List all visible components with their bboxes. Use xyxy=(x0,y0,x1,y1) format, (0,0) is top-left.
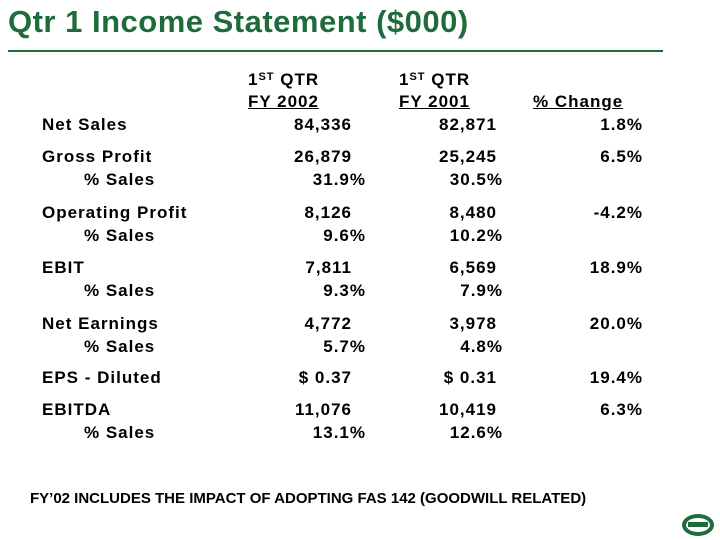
column-header-top: 1ST QTR xyxy=(399,70,470,90)
header-part: ST xyxy=(409,71,426,83)
footnote: FY’02 INCLUDES THE IMPACT OF ADOPTING FA… xyxy=(30,490,587,507)
column-header-top: 1ST QTR xyxy=(248,70,319,90)
title-rule xyxy=(8,50,663,52)
column-header: FY 2001 xyxy=(399,92,470,111)
cell: 30.5% xyxy=(449,170,503,189)
cell: 26,879 xyxy=(294,147,352,166)
cell: 11,076 xyxy=(294,400,352,419)
column-header: % Change xyxy=(533,92,624,111)
row-label: EBITDA xyxy=(42,400,112,419)
row-label: EPS - Diluted xyxy=(42,368,162,387)
cell: 9.6% xyxy=(323,226,366,245)
cell: 19.4% xyxy=(589,368,643,387)
cell: $ 0.37 xyxy=(298,368,352,387)
cell: 13.1% xyxy=(312,423,366,442)
cell: 6.3% xyxy=(600,400,643,419)
row-label: EBIT xyxy=(42,258,85,277)
cell: 10.2% xyxy=(449,226,503,245)
row-label: Net Earnings xyxy=(42,314,159,333)
cell: $ 0.31 xyxy=(443,368,497,387)
cell: 82,871 xyxy=(439,115,497,134)
row-label: Gross Profit xyxy=(42,147,153,166)
sub-row-label: % Sales xyxy=(84,170,156,189)
cell: 4.8% xyxy=(460,337,503,356)
cell: 7.9% xyxy=(460,281,503,300)
cell: -4.2% xyxy=(593,203,643,222)
cell: 12.6% xyxy=(449,423,503,442)
sub-row-label: % Sales xyxy=(84,337,156,356)
cell: 3,978 xyxy=(449,314,497,333)
cell: 20.0% xyxy=(589,314,643,333)
cell: 4,772 xyxy=(304,314,352,333)
header-part: QTR xyxy=(425,70,471,89)
cell: 31.9% xyxy=(312,170,366,189)
header-part: ST xyxy=(258,71,275,83)
cell: 1.8% xyxy=(600,115,643,134)
cell: 7,811 xyxy=(305,258,352,277)
cell: 9.3% xyxy=(323,281,366,300)
row-label: Net Sales xyxy=(42,115,128,134)
cell: 10,419 xyxy=(439,400,497,419)
column-header: FY 2002 xyxy=(248,92,319,111)
header-part: 1 xyxy=(399,70,410,89)
cell: 6,569 xyxy=(449,258,497,277)
title: Qtr 1 Income Statement ($000) xyxy=(8,4,469,39)
cell: 6.5% xyxy=(600,147,643,166)
sub-row-label: % Sales xyxy=(84,423,156,442)
cell: 8,480 xyxy=(449,203,497,222)
row-label: Operating Profit xyxy=(42,203,188,222)
sub-row-label: % Sales xyxy=(84,226,156,245)
header-part: 1 xyxy=(248,70,259,89)
cell: 5.7% xyxy=(323,337,366,356)
cell: 84,336 xyxy=(294,115,352,134)
logo xyxy=(682,514,714,536)
cell: 18.9% xyxy=(589,258,643,277)
sub-row-label: % Sales xyxy=(84,281,156,300)
cell: 8,126 xyxy=(304,203,352,222)
header-part: QTR xyxy=(274,70,320,89)
cell: 25,245 xyxy=(439,147,497,166)
